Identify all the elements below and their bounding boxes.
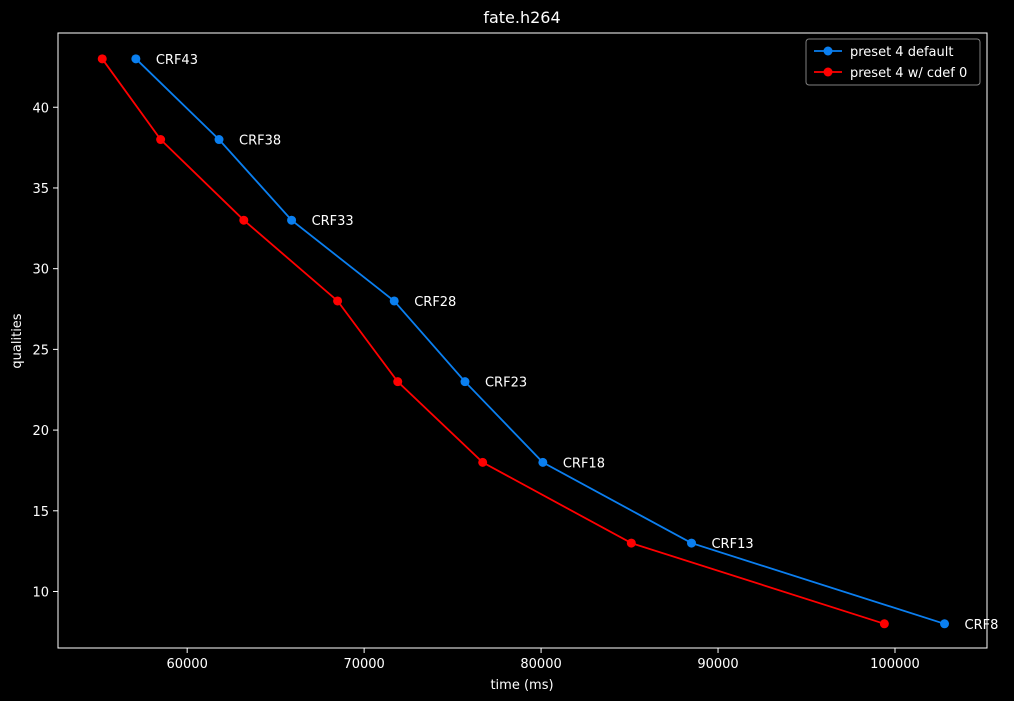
series-1-point [131,54,141,64]
series-2-point [97,54,107,64]
series-2-point [333,296,343,306]
plot-area: CRF43 CRF38 CRF33 CRF28 CRF23 CRF18 CRF13 CRF8 [97,53,999,633]
legend-marker-2 [823,67,833,77]
series-line-2 [101,58,885,625]
chart-title: fate.h264 [483,8,560,27]
series-1-point [214,135,224,145]
series-2-point [239,215,249,225]
x-tick-label: 80000 [520,657,561,672]
x-tick-label: 90000 [697,657,738,672]
series-line-1 [135,58,945,625]
point-label: CRF8 [965,618,999,633]
legend-marker-1 [823,46,833,56]
y-tick-label: 25 [32,343,49,358]
legend-label-1: preset 4 default [850,45,953,60]
point-label: CRF18 [563,456,605,471]
series-2-point [156,135,166,145]
point-label: CRF13 [711,537,753,552]
series-2-point [626,538,636,548]
x-axis-title: time (ms) [490,678,553,693]
y-tick-label: 30 [32,263,49,278]
legend-box [805,38,981,86]
axes: 60000 70000 80000 90000 100000 10 15 20 25 30 35 40 [32,32,988,672]
y-tick-label: 20 [32,424,49,439]
x-tick-label: 60000 [166,657,207,672]
series-2-point [393,377,403,387]
series-2-point [478,457,488,467]
legend-label-2: preset 4 w/ cdef 0 [850,66,967,81]
x-tick-label: 70000 [343,657,384,672]
series-1-point [538,457,548,467]
y-tick-label: 10 [32,586,49,601]
point-label: CRF23 [485,376,527,391]
x-tick-label: 100000 [870,657,920,672]
series-1-point [940,619,950,629]
series-1-point [287,215,297,225]
point-label: CRF33 [312,214,354,229]
y-axis-title: qualities [10,313,25,368]
series-1-point [389,296,399,306]
series-1-point [686,538,696,548]
y-tick-label: 35 [32,182,49,197]
y-tick-label: 15 [32,505,49,520]
axes-frame [57,32,988,649]
series-1-point [460,377,470,387]
point-label: CRF38 [239,134,281,149]
point-label: CRF43 [156,53,198,68]
legend: preset 4 default preset 4 w/ cdef 0 [805,38,981,86]
series-2-point [879,619,889,629]
y-tick-label: 40 [32,101,49,116]
point-label: CRF28 [414,295,456,310]
